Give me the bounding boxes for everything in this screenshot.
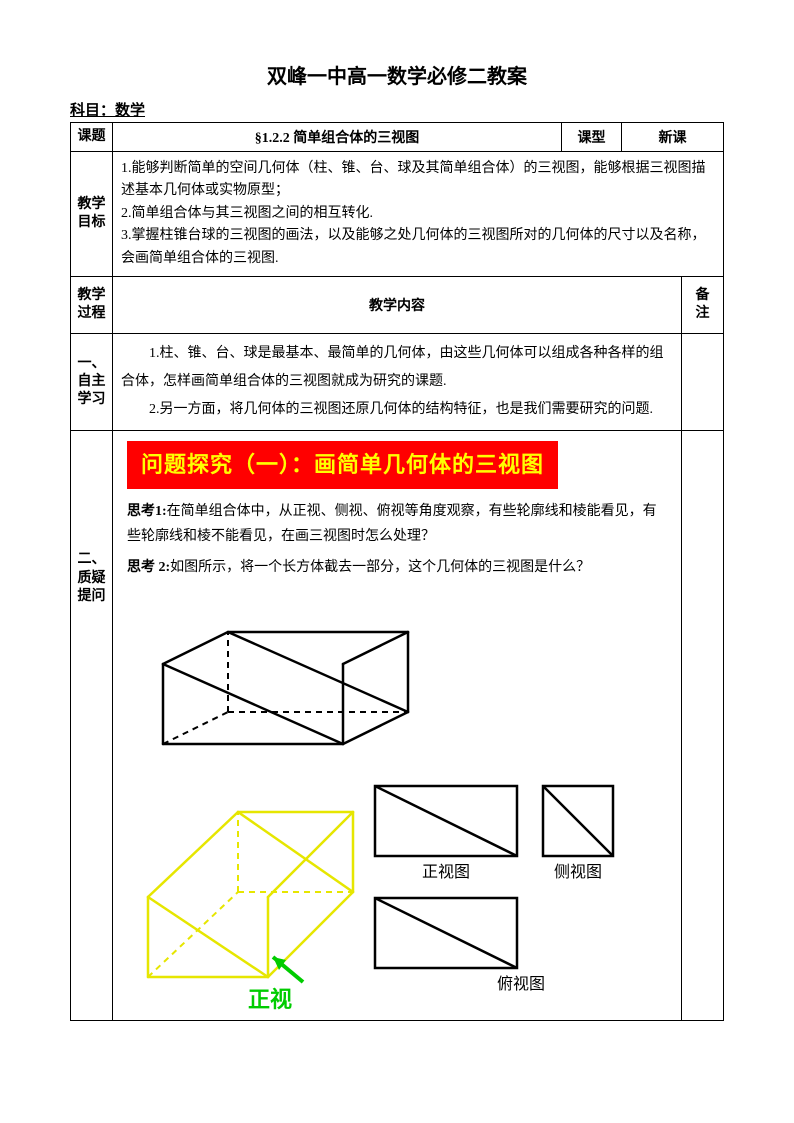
zizhu-p2: 2.另一方面，将几何体的三视图还原几何体的结构特征，也是我们需要研究的问题. — [121, 396, 673, 424]
topic-cell: §1.2.2 简单组合体的三视图 — [113, 123, 562, 152]
lesson-table: 课题 §1.2.2 简单组合体的三视图 课型 新课 教学 目标 1.能够判断简单… — [70, 122, 724, 1021]
subject-line: 科目：数学 — [70, 99, 724, 120]
label-mubiao: 教学 目标 — [71, 152, 113, 277]
black-solid-diagram — [117, 580, 677, 778]
label-beizhu: 备 注 — [682, 276, 724, 333]
zhiyi-content: 问题探究（一）：画简单几何体的三视图 思考1:在简单组合体中，从正视、侧视、俯视… — [113, 431, 682, 1021]
three-views: 正视图 侧视图 — [371, 782, 671, 997]
front-view-label: 正视图 — [371, 860, 521, 886]
yellow-solid-wrap: 正视 — [123, 782, 363, 1012]
front-view: 正视图 — [371, 782, 521, 886]
top-view-label: 俯视图 — [371, 972, 671, 998]
objectives: 1.能够判断简单的空间几何体（柱、锥、台、球及其简单组合体）的三视图，能够根据三… — [113, 152, 724, 277]
yellow-solid-svg — [123, 782, 363, 1012]
inquiry-banner: 问题探究（一）：画简单几何体的三视图 — [127, 441, 558, 488]
label-keti: 课题 — [71, 123, 113, 152]
beizhu-empty-2 — [682, 431, 724, 1021]
label-zhiyi: 二、 质疑 提问 — [71, 431, 113, 1021]
side-view-svg — [539, 782, 617, 860]
top-view-svg — [371, 894, 521, 972]
black-solid-svg — [123, 584, 443, 774]
think1-label: 思考1: — [127, 504, 167, 519]
think2-label: 思考 2: — [127, 560, 170, 575]
label-zizhu: 一、 自主 学习 — [71, 334, 113, 431]
think2-text: 如图所示，将一个长方体截去一部分，这个几何体的三视图是什么？ — [170, 560, 590, 575]
type-value: 新课 — [622, 123, 724, 152]
zizhu-p1: 1.柱、锥、台、球是最基本、最简单的几何体，由这些几何体可以组成各种各样的组合体… — [121, 340, 673, 396]
beizhu-empty-1 — [682, 334, 724, 431]
content-header: 教学内容 — [113, 276, 682, 333]
think2: 思考 2:如图所示，将一个长方体截去一部分，这个几何体的三视图是什么？ — [117, 555, 677, 580]
type-label: 课型 — [562, 123, 622, 152]
zhengshi-label: 正视 — [248, 982, 292, 1017]
side-view-label: 侧视图 — [539, 860, 617, 886]
side-view: 侧视图 — [539, 782, 617, 886]
think1: 思考1:在简单组合体中，从正视、侧视、俯视等角度观察，有些轮廓线和棱能看见，有些… — [117, 499, 677, 549]
label-guocheng: 教学 过程 — [71, 276, 113, 333]
lower-composite: 正视 正视图 — [117, 778, 677, 1016]
think1-text: 在简单组合体中，从正视、侧视、俯视等角度观察，有些轮廓线和棱能看见，有些轮廓线和… — [127, 504, 657, 544]
page-title: 双峰一中高一数学必修二教案 — [70, 60, 724, 89]
zizhu-content: 1.柱、锥、台、球是最基本、最简单的几何体，由这些几何体可以组成各种各样的组合体… — [113, 334, 682, 431]
front-view-svg — [371, 782, 521, 860]
top-view: 俯视图 — [371, 894, 671, 998]
